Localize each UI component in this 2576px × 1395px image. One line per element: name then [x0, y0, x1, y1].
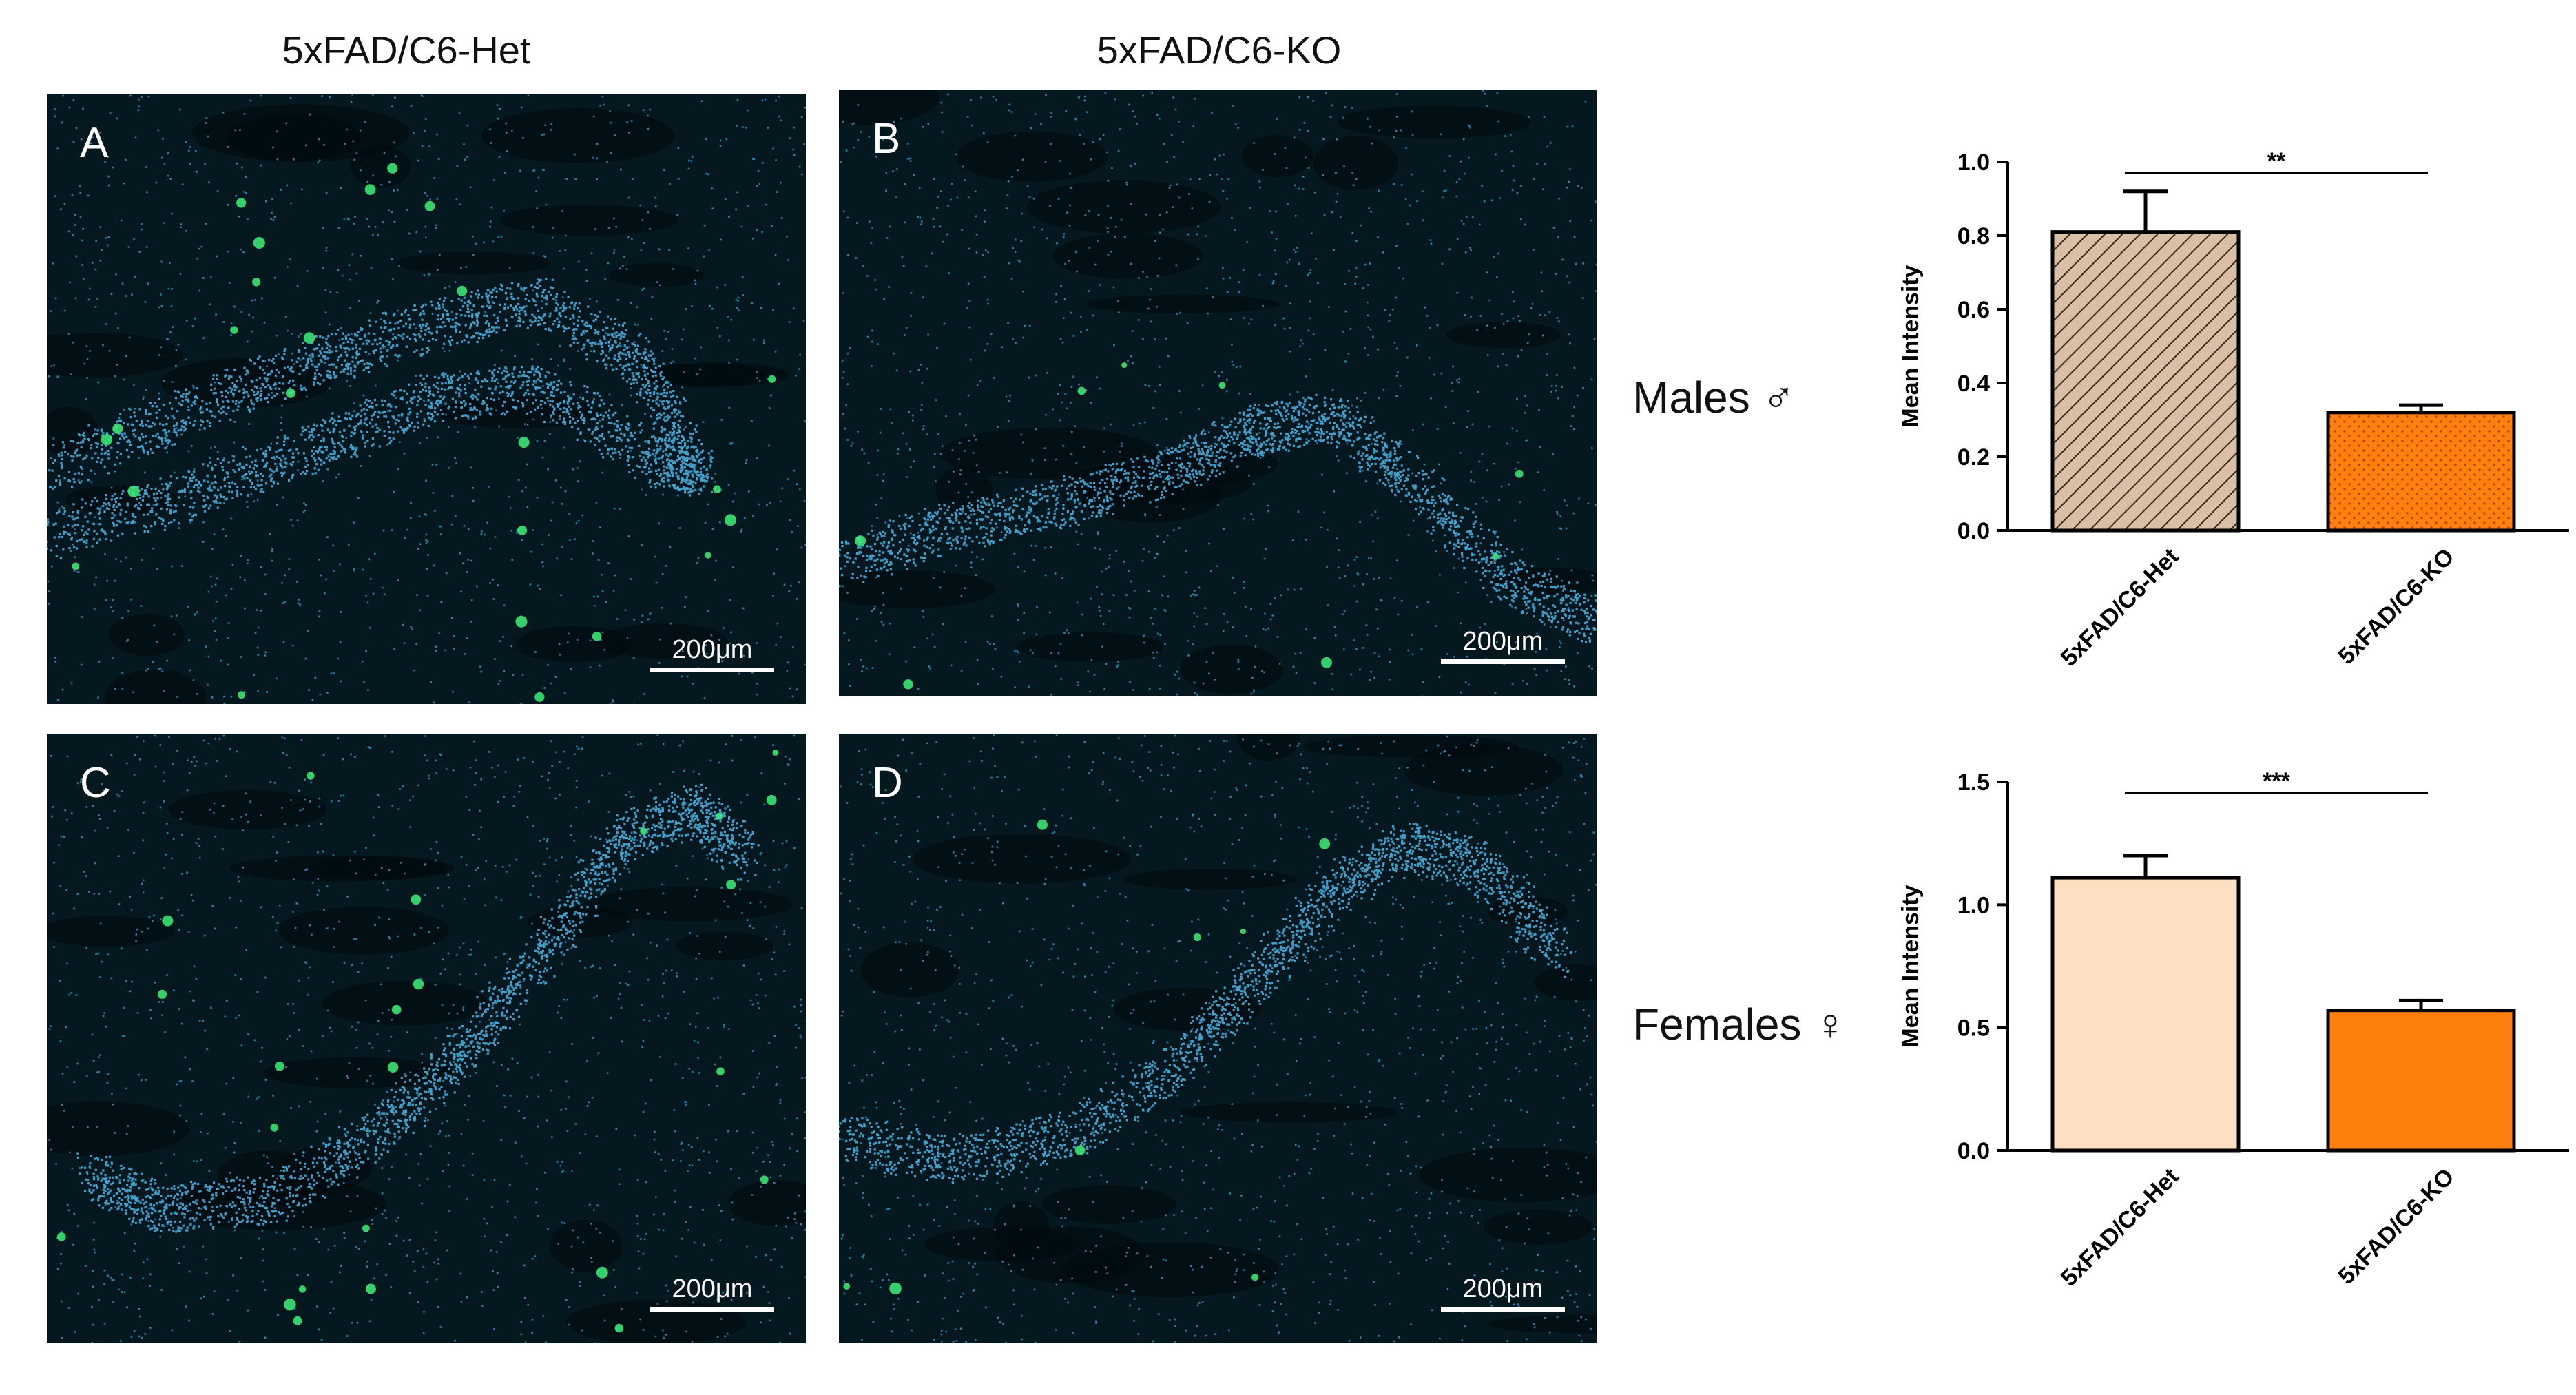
micrograph-panel-d: D 200μm: [839, 734, 1597, 1343]
panel-letter: B: [872, 115, 901, 163]
scale-bar: 200μm: [650, 1274, 774, 1312]
scale-bar-label: 200μm: [1462, 1274, 1544, 1303]
scale-bar: 200μm: [1441, 627, 1565, 664]
panel-letter: A: [80, 119, 109, 167]
y-axis-label: Mean Intensity: [1898, 265, 1924, 427]
y-tick-label: 0.6: [1957, 297, 1990, 323]
bar: [2050, 876, 2241, 1153]
row-label-females: Females ♀: [1632, 1000, 1847, 1049]
panel-letter: D: [872, 759, 903, 807]
micrograph-panel-a: A 200μm: [47, 94, 806, 704]
significance-label: ***: [2263, 768, 2290, 794]
y-tick-label: 1.0: [1957, 149, 1990, 176]
micrograph-image: [47, 734, 806, 1343]
micrograph-image: [839, 90, 1597, 696]
x-tick-label: 5xFAD/C6-Het: [2056, 1164, 2184, 1292]
bar-chart-males: 0.0 0.2 0.4 0.6 0.8 1.0 Mean Intensity 5xFAD/C6…: [1860, 110, 2576, 730]
bar: [2050, 230, 2241, 533]
y-tick-label: 1.5: [1957, 769, 1990, 796]
y-tick-label: 0.8: [1957, 223, 1990, 249]
scale-bar: 200μm: [1441, 1274, 1565, 1312]
bar-chart-females-svg: 0.0 0.5 1.0 1.5 Mean Intensity 5xFAD/C6-Het 5x…: [1898, 768, 2569, 1292]
scale-bar-label: 200μm: [1462, 627, 1544, 656]
column-header-ko: 5xFAD/C6-KO: [1097, 28, 1342, 72]
bar-chart-males-svg: 0.0 0.2 0.4 0.6 0.8 1.0 Mean Intensity 5xFAD/C6…: [1898, 148, 2569, 672]
row-label-males: Males ♂: [1632, 373, 1796, 422]
y-tick-label: 1.0: [1957, 892, 1990, 918]
column-header-het: 5xFAD/C6-Het: [282, 28, 531, 72]
significance-label: **: [2267, 148, 2286, 174]
scale-bar-label: 200μm: [672, 635, 753, 664]
scale-bar-label: 200μm: [672, 1274, 753, 1303]
scale-bar: 200μm: [650, 635, 774, 672]
y-tick-label: 0.0: [1957, 518, 1990, 544]
micrograph-image: [47, 94, 806, 704]
x-tick-label: 5xFAD/C6-KO: [2333, 544, 2459, 670]
micrograph-panel-b: B 200μm: [839, 90, 1597, 696]
y-axis-label: Mean Intensity: [1898, 885, 1924, 1047]
bar-chart-females: 0.0 0.5 1.0 1.5 Mean Intensity 5xFAD/C6-Het 5x…: [1860, 730, 2576, 1350]
bar: [2326, 411, 2516, 533]
x-tick-label: 5xFAD/C6-KO: [2333, 1164, 2459, 1290]
y-tick-label: 0.0: [1957, 1138, 1990, 1164]
micrograph-image: [839, 734, 1597, 1343]
panel-letter: C: [80, 759, 111, 807]
micrograph-panel-c: C 200μm: [47, 734, 806, 1343]
y-tick-label: 0.4: [1957, 371, 1990, 397]
y-tick-label: 0.2: [1957, 444, 1990, 471]
x-tick-label: 5xFAD/C6-Het: [2056, 544, 2184, 672]
y-tick-label: 0.5: [1957, 1015, 1990, 1042]
bar: [2326, 1009, 2516, 1153]
